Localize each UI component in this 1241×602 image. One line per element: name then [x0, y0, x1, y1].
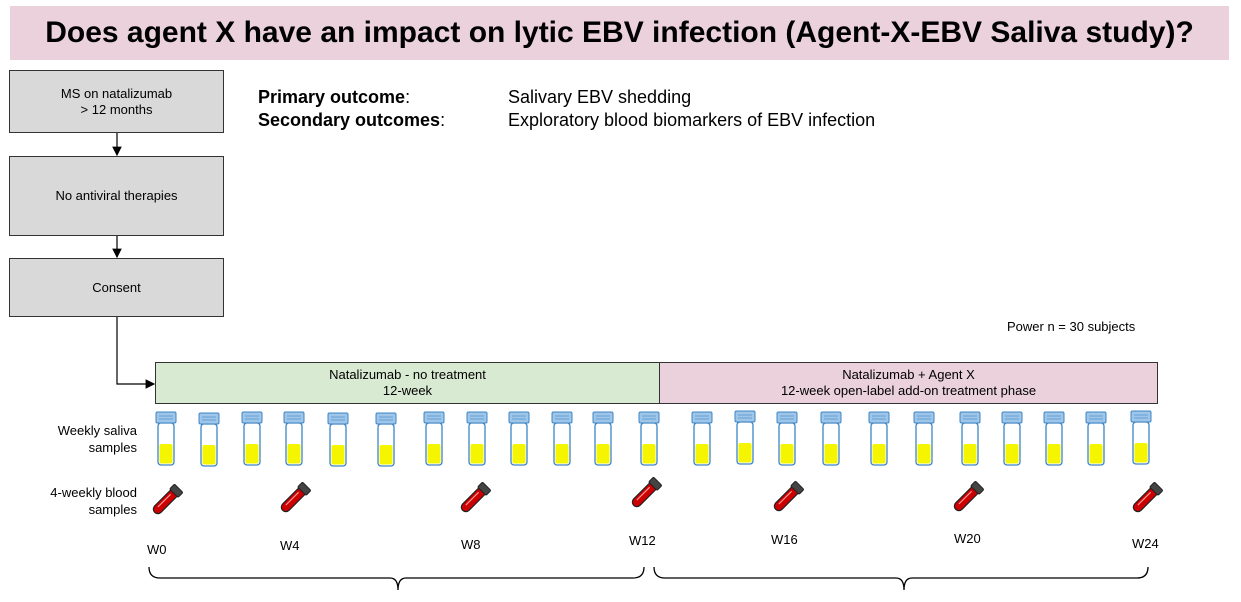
saliva-tube-icon: [691, 411, 713, 466]
blood-tube-icon: [631, 477, 662, 508]
saliva-tube-icon: [241, 411, 263, 466]
brace-phase-1: [148, 566, 645, 591]
week-label-w4: W4: [280, 538, 300, 553]
saliva-tube-icon: [1001, 411, 1023, 466]
week-label-w16: W16: [771, 532, 798, 547]
saliva-tube-icon: [423, 411, 445, 466]
secondary-outcome-label-text: Secondary outcomes: [258, 110, 441, 130]
blood-tube-icon: [1132, 482, 1163, 513]
saliva-tube-icon: [466, 411, 488, 466]
saliva-tube-icon: [508, 411, 530, 466]
saliva-tube-icon: [776, 411, 798, 466]
week-label-w8: W8: [461, 537, 481, 552]
power-note: Power n = 30 subjects: [1007, 319, 1136, 334]
saliva-tube-icon: [1085, 411, 1107, 466]
saliva-tube-icon: [1043, 411, 1065, 466]
saliva-tube-icon: [327, 412, 349, 467]
blood-tube-icon: [953, 481, 984, 512]
blood-tube-icon: [152, 484, 183, 515]
primary-outcome-value: Salivary EBV shedding: [508, 87, 692, 107]
week-label-w0: W0: [147, 542, 167, 557]
blood-tube-icon: [460, 482, 491, 513]
week-label-w24: W24: [1132, 536, 1159, 551]
saliva-tube-icon: [283, 411, 305, 466]
saliva-tube-icon: [959, 411, 981, 466]
saliva-tube-icon: [551, 411, 573, 466]
saliva-tube-icon: [638, 411, 660, 466]
saliva-tube-icon: [868, 411, 890, 466]
secondary-outcome-value: Exploratory blood biomarkers of EBV infe…: [508, 110, 876, 130]
blood-row-label: 4-weekly blood samples: [50, 485, 137, 517]
saliva-tube-icon: [1130, 410, 1152, 465]
flow-box-no-antiviral: No antiviral therapies: [9, 156, 224, 236]
blood-tube-icon: [280, 482, 311, 513]
phase-agent-x: Natalizumab + Agent X 12-week open-label…: [659, 362, 1158, 404]
saliva-tubes: [155, 410, 1152, 467]
brace-phase-2: [653, 566, 1149, 591]
flow-box-natalizumab: MS on natalizumab > 12 months: [9, 70, 224, 133]
braces: [148, 566, 1149, 591]
secondary-outcome-label: Secondary outcomes:: [258, 110, 446, 130]
primary-outcome-label-text: Primary outcome: [258, 87, 406, 107]
primary-outcome-label: Primary outcome:: [258, 87, 411, 107]
saliva-tube-icon: [820, 411, 842, 466]
week-label-w12: W12: [629, 533, 656, 548]
saliva-tube-icon: [155, 411, 177, 466]
flow-box-consent: Consent: [9, 258, 224, 317]
blood-tubes: [152, 477, 1163, 515]
page-title: Does agent X have an impact on lytic EBV…: [10, 6, 1229, 60]
blood-tube-icon: [773, 481, 804, 512]
saliva-tube-icon: [198, 412, 220, 467]
saliva-tube-icon: [734, 410, 756, 465]
flow-arrows: [112, 133, 156, 389]
saliva-row-label: Weekly saliva samples: [57, 423, 137, 455]
saliva-tube-icon: [375, 412, 397, 467]
week-label-w20: W20: [954, 531, 981, 546]
saliva-tube-icon: [913, 411, 935, 466]
saliva-tube-icon: [592, 411, 614, 466]
arrow-3: [116, 317, 156, 389]
